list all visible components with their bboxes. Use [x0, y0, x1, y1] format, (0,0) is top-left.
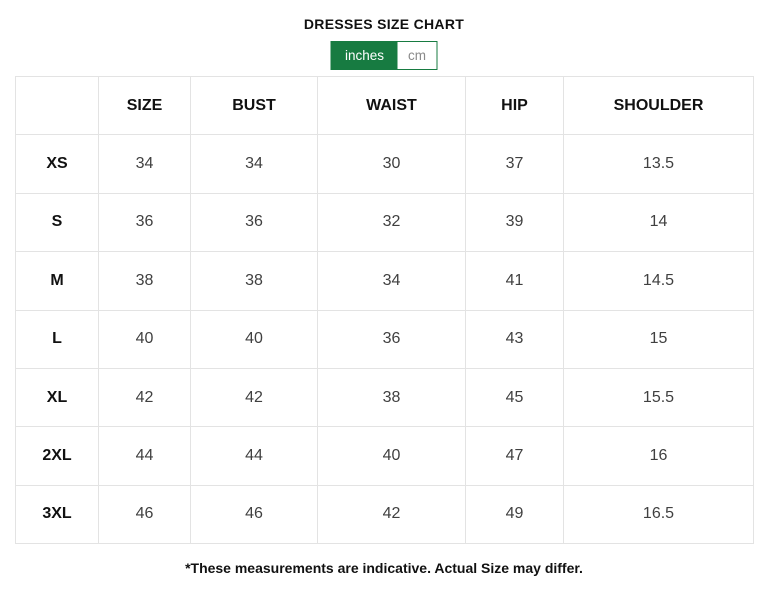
cell-shoulder: 15 — [563, 309, 754, 369]
unit-toggle-cm[interactable]: cm — [397, 42, 437, 69]
cell-waist: 34 — [317, 251, 466, 311]
row-label: 2XL — [15, 426, 99, 486]
cell-bust: 38 — [190, 251, 318, 311]
cell-size: 46 — [98, 484, 191, 545]
table-row: L 40 40 36 43 15 — [15, 309, 754, 369]
cell-shoulder: 15.5 — [563, 367, 754, 428]
cell-waist: 36 — [317, 309, 466, 369]
header-size: SIZE — [98, 75, 191, 136]
table-row: 3XL 46 46 42 49 16.5 — [15, 484, 754, 545]
cell-hip: 41 — [465, 251, 564, 311]
cell-hip: 45 — [465, 367, 564, 428]
cell-size: 38 — [98, 251, 191, 311]
cell-waist: 38 — [317, 367, 466, 428]
row-label: L — [15, 309, 99, 369]
cell-hip: 37 — [465, 134, 564, 194]
row-label: M — [15, 251, 99, 311]
row-label: XS — [15, 134, 99, 194]
cell-shoulder: 14 — [563, 192, 754, 253]
cell-bust: 36 — [190, 192, 318, 253]
cell-size: 36 — [98, 192, 191, 253]
cell-hip: 39 — [465, 192, 564, 253]
cell-bust: 40 — [190, 309, 318, 369]
header-row: SIZE BUST WAIST HIP SHOULDER — [15, 75, 754, 136]
row-label: XL — [15, 367, 99, 428]
cell-hip: 47 — [465, 426, 564, 486]
footnote: *These measurements are indicative. Actu… — [185, 560, 583, 576]
cell-waist: 30 — [317, 134, 466, 194]
cell-size: 40 — [98, 309, 191, 369]
cell-shoulder: 13.5 — [563, 134, 754, 194]
cell-waist: 32 — [317, 192, 466, 253]
table-row: XS 34 34 30 37 13.5 — [15, 134, 754, 194]
cell-bust: 46 — [190, 484, 318, 545]
table-row: M 38 38 34 41 14.5 — [15, 251, 754, 311]
table-row: 2XL 44 44 40 47 16 — [15, 426, 754, 486]
header-shoulder: SHOULDER — [563, 75, 754, 136]
header-bust: BUST — [190, 75, 318, 136]
cell-shoulder: 14.5 — [563, 251, 754, 311]
cell-hip: 43 — [465, 309, 564, 369]
row-label: S — [15, 192, 99, 253]
cell-shoulder: 16 — [563, 426, 754, 486]
cell-size: 42 — [98, 367, 191, 428]
header-empty — [15, 75, 99, 136]
size-chart-table: SIZE BUST WAIST HIP SHOULDER XS 34 34 30… — [15, 75, 754, 545]
cell-bust: 42 — [190, 367, 318, 428]
cell-bust: 34 — [190, 134, 318, 194]
row-label: 3XL — [15, 484, 99, 545]
header-waist: WAIST — [317, 75, 466, 136]
unit-toggle-inches[interactable]: inches — [331, 42, 398, 69]
cell-size: 44 — [98, 426, 191, 486]
cell-hip: 49 — [465, 484, 564, 545]
table-row: XL 42 42 38 45 15.5 — [15, 367, 754, 428]
unit-toggle: inches cm — [330, 41, 438, 70]
cell-waist: 42 — [317, 484, 466, 545]
page-title: DRESSES SIZE CHART — [303, 16, 465, 32]
cell-waist: 40 — [317, 426, 466, 486]
header-hip: HIP — [465, 75, 564, 136]
table-row: S 36 36 32 39 14 — [15, 192, 754, 253]
cell-shoulder: 16.5 — [563, 484, 754, 545]
cell-bust: 44 — [190, 426, 318, 486]
cell-size: 34 — [98, 134, 191, 194]
